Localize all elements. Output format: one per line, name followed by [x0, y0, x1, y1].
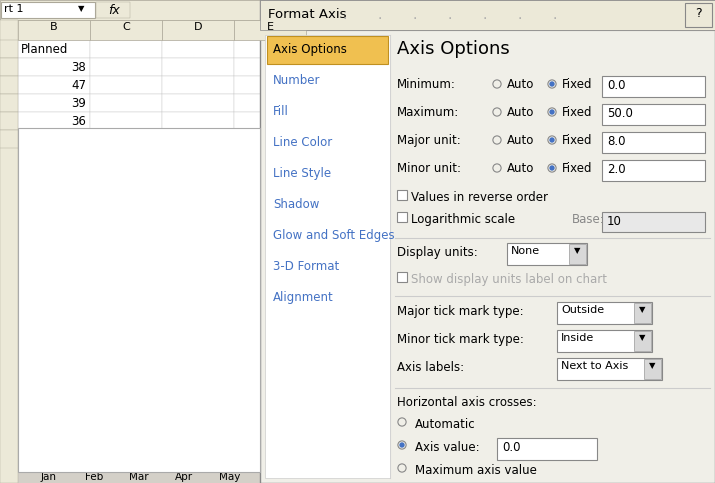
- Text: ▼: ▼: [638, 305, 645, 314]
- Bar: [34, 232, 64, 467]
- Text: 3-D Format: 3-D Format: [273, 260, 339, 273]
- Text: 36: 36: [71, 115, 86, 128]
- Bar: [169, 257, 199, 467]
- Text: 38: 38: [72, 61, 86, 74]
- Text: ·: ·: [448, 12, 452, 26]
- Text: ·: ·: [378, 12, 383, 26]
- Text: Maximum axis value: Maximum axis value: [415, 464, 537, 477]
- Text: 0.0: 0.0: [607, 79, 626, 92]
- Text: Fill: Fill: [273, 105, 289, 118]
- Point: [546, 136, 558, 144]
- Text: Number: Number: [273, 74, 320, 87]
- Text: ·: ·: [413, 12, 417, 26]
- Text: Format Axis: Format Axis: [268, 8, 347, 21]
- Text: Major tick mark type:: Major tick mark type:: [397, 305, 523, 318]
- Text: Auto: Auto: [507, 78, 534, 91]
- Text: ·: ·: [553, 12, 557, 26]
- Text: Next to Axis: Next to Axis: [561, 361, 628, 371]
- Text: Axis Options: Axis Options: [397, 40, 510, 58]
- Point: [546, 164, 558, 172]
- Text: ▼: ▼: [638, 333, 645, 342]
- Text: Maximum:: Maximum:: [397, 106, 459, 119]
- Title: Chart with Cust: Chart with Cust: [84, 144, 194, 157]
- Text: Logarithmic scale: Logarithmic scale: [411, 213, 515, 226]
- Text: Base:: Base:: [572, 213, 605, 226]
- Point: [396, 441, 408, 449]
- Text: 0.0: 0.0: [502, 441, 521, 454]
- Point: [491, 164, 503, 172]
- Point: [396, 418, 408, 426]
- Text: Axis labels:: Axis labels:: [397, 361, 464, 374]
- Text: B: B: [50, 22, 58, 32]
- Text: Planned: Planned: [21, 43, 69, 56]
- Text: Fixed: Fixed: [562, 134, 593, 147]
- Text: C: C: [122, 22, 130, 32]
- Point: [396, 464, 408, 472]
- Text: Line Color: Line Color: [273, 136, 332, 149]
- Point: [546, 108, 558, 116]
- Text: Auto: Auto: [507, 106, 534, 119]
- Point: [396, 441, 408, 449]
- Text: ·: ·: [342, 12, 347, 26]
- Text: Minor tick mark type:: Minor tick mark type:: [397, 333, 524, 346]
- Text: 47: 47: [71, 79, 86, 92]
- Text: Axis value:: Axis value:: [415, 441, 480, 454]
- Bar: [124, 226, 154, 467]
- Text: fx: fx: [108, 4, 119, 17]
- Text: E: E: [267, 22, 274, 32]
- Text: Values in reverse order: Values in reverse order: [411, 191, 548, 204]
- Text: D: D: [194, 22, 202, 32]
- Text: Minimum:: Minimum:: [397, 78, 456, 91]
- Point: [546, 80, 558, 88]
- Text: Horizontal axis crosses:: Horizontal axis crosses:: [397, 396, 537, 409]
- Point: [546, 108, 558, 116]
- Text: Automatic: Automatic: [415, 418, 475, 431]
- Text: 8.0: 8.0: [607, 135, 626, 148]
- Point: [491, 80, 503, 88]
- Text: Auto: Auto: [507, 134, 534, 147]
- Text: Fixed: Fixed: [562, 162, 593, 175]
- Text: 39: 39: [71, 97, 86, 110]
- Text: Glow and Soft Edges: Glow and Soft Edges: [273, 229, 395, 242]
- Text: Outside: Outside: [561, 305, 604, 315]
- Text: ·: ·: [518, 12, 522, 26]
- Text: ·: ·: [483, 12, 487, 26]
- Point: [546, 164, 558, 172]
- Text: Axis Options: Axis Options: [273, 43, 347, 56]
- Point: [491, 136, 503, 144]
- Text: Auto: Auto: [507, 162, 534, 175]
- Text: 10: 10: [607, 215, 622, 228]
- Bar: [214, 300, 244, 467]
- Text: 2.0: 2.0: [607, 163, 626, 176]
- Point: [546, 80, 558, 88]
- Bar: [79, 177, 109, 467]
- Text: Show display units label on chart: Show display units label on chart: [411, 273, 607, 286]
- Text: Minor unit:: Minor unit:: [397, 162, 461, 175]
- Text: Major unit:: Major unit:: [397, 134, 460, 147]
- Text: Shadow: Shadow: [273, 198, 320, 211]
- Text: None: None: [511, 246, 540, 256]
- Text: 50.0: 50.0: [607, 107, 633, 120]
- Text: ▼: ▼: [573, 246, 581, 255]
- Text: Display units:: Display units:: [397, 246, 478, 259]
- Text: rt 1: rt 1: [4, 4, 24, 14]
- Text: Inside: Inside: [561, 333, 594, 343]
- Text: Fixed: Fixed: [562, 78, 593, 91]
- Text: ▼: ▼: [649, 361, 655, 370]
- Text: Fixed: Fixed: [562, 106, 593, 119]
- Text: ▼: ▼: [78, 4, 84, 13]
- Text: Alignment: Alignment: [273, 291, 334, 304]
- Point: [546, 136, 558, 144]
- Text: ?: ?: [695, 7, 701, 20]
- Point: [491, 108, 503, 116]
- Text: Line Style: Line Style: [273, 167, 331, 180]
